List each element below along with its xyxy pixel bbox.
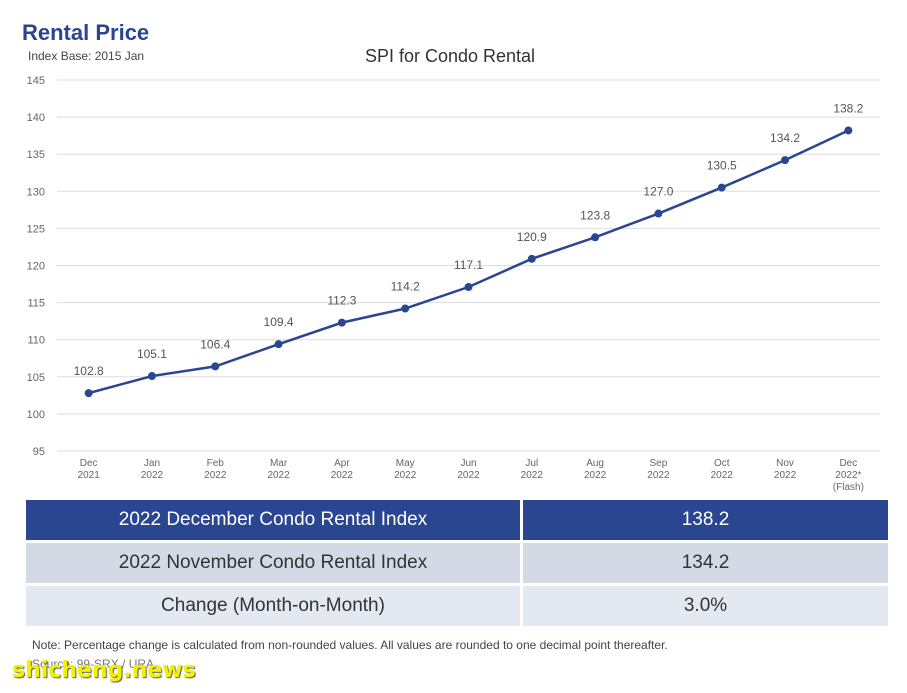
index-summary-table: 2022 December Condo Rental Index 138.2 2… xyxy=(26,500,888,626)
data-point xyxy=(781,156,790,165)
y-tick-label: 110 xyxy=(27,335,45,347)
line-chart: 95100105110115120125130135140145Dec2021J… xyxy=(27,75,880,493)
x-tick-label: 2022 xyxy=(267,470,290,481)
x-tick-label: 2022 xyxy=(141,470,164,481)
watermark: shicheng.news xyxy=(12,658,196,683)
data-point xyxy=(211,362,220,371)
data-point xyxy=(591,233,600,242)
data-label: 127.0 xyxy=(643,185,673,199)
row-value: 134.2 xyxy=(523,540,888,583)
data-label: 138.2 xyxy=(833,101,863,115)
data-point xyxy=(464,283,473,292)
y-tick-label: 115 xyxy=(27,298,45,310)
data-label: 120.9 xyxy=(517,230,547,244)
y-tick-label: 145 xyxy=(27,75,45,87)
x-tick-label: Jan xyxy=(144,458,160,469)
y-tick-label: 130 xyxy=(27,186,45,198)
data-label: 123.8 xyxy=(580,208,610,222)
row-label: Change (Month-on-Month) xyxy=(26,583,523,626)
data-point xyxy=(147,372,156,381)
data-label: 106.4 xyxy=(200,337,230,351)
page-heading: Rental Price xyxy=(22,20,150,45)
x-tick-label: 2022 xyxy=(584,470,607,481)
data-point xyxy=(654,209,663,218)
x-tick-label: 2022 xyxy=(647,470,670,481)
y-tick-label: 140 xyxy=(27,112,45,124)
data-label: 117.1 xyxy=(454,258,483,272)
data-label: 134.2 xyxy=(770,131,800,145)
chart-title: SPI for Condo Rental xyxy=(364,46,536,66)
x-tick-label: Aug xyxy=(586,458,604,469)
index-base-label: Index Base: 2015 Jan xyxy=(28,49,145,63)
x-tick-label: 2022* xyxy=(835,470,861,481)
x-tick-label: (Flash) xyxy=(833,482,864,493)
table-row-november: 2022 November Condo Rental Index 134.2 xyxy=(26,540,888,583)
y-tick-label: 105 xyxy=(27,372,45,384)
x-tick-label: 2022 xyxy=(711,470,734,481)
x-tick-label: 2022 xyxy=(457,470,480,481)
y-tick-label: 100 xyxy=(27,409,45,421)
x-tick-label: Nov xyxy=(776,458,794,469)
x-tick-label: Sep xyxy=(650,458,668,469)
row-value-percent: 3.0% xyxy=(523,583,888,626)
x-tick-label: Apr xyxy=(334,458,350,469)
data-point xyxy=(274,340,283,349)
row-label: 2022 December Condo Rental Index xyxy=(26,500,523,540)
x-tick-label: Mar xyxy=(270,458,288,469)
data-label: 102.8 xyxy=(74,364,104,378)
row-label: 2022 November Condo Rental Index xyxy=(26,540,523,583)
x-tick-label: 2022 xyxy=(521,470,544,481)
x-tick-label: May xyxy=(396,458,415,469)
y-tick-label: 120 xyxy=(27,261,45,273)
data-label: 105.1 xyxy=(137,347,167,361)
y-tick-label: 125 xyxy=(27,223,45,235)
x-tick-label: Jul xyxy=(525,458,538,469)
x-tick-label: 2022 xyxy=(331,470,354,481)
y-tick-label: 135 xyxy=(27,149,45,161)
x-tick-label: 2022 xyxy=(774,470,797,481)
table-row-december: 2022 December Condo Rental Index 138.2 xyxy=(26,500,888,540)
x-tick-label: Feb xyxy=(207,458,225,469)
data-point xyxy=(527,254,536,263)
data-point xyxy=(844,126,853,135)
table-row-change: Change (Month-on-Month) 3.0% xyxy=(26,583,888,626)
data-point xyxy=(717,183,726,192)
data-label: 114.2 xyxy=(391,280,420,294)
data-point xyxy=(401,304,410,313)
x-tick-label: Dec xyxy=(80,458,98,469)
x-tick-label: Jun xyxy=(460,458,476,469)
x-tick-label: Oct xyxy=(714,458,730,469)
data-label: 130.5 xyxy=(707,159,737,173)
x-tick-label: 2021 xyxy=(78,470,101,481)
row-value: 138.2 xyxy=(523,500,888,540)
x-tick-label: Dec xyxy=(839,458,857,469)
data-label: 109.4 xyxy=(264,315,294,329)
y-tick-label: 95 xyxy=(33,446,45,458)
data-point xyxy=(337,318,346,327)
data-label: 112.3 xyxy=(327,294,356,308)
x-tick-label: 2022 xyxy=(204,470,227,481)
x-tick-label: 2022 xyxy=(394,470,417,481)
source-line: Source: 99-SRX / URA xyxy=(32,657,155,671)
data-point xyxy=(84,389,93,398)
footnote: Note: Percentage change is calculated fr… xyxy=(32,638,668,652)
